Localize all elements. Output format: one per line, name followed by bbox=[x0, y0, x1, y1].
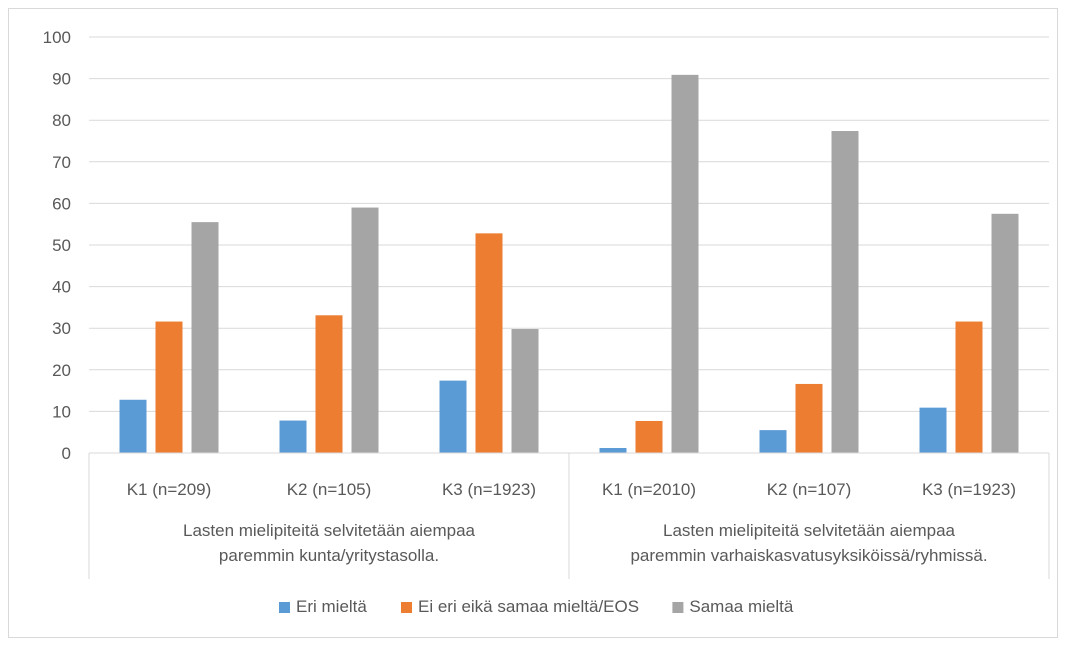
x-tick-label-3: K1 (n=2010) bbox=[602, 480, 696, 499]
bar-s0-c1 bbox=[279, 420, 307, 453]
group-label-1-line-1: paremmin varhaiskasvatusyksiköissä/ryhmi… bbox=[630, 546, 987, 565]
chart-frame: 0 10 20 30 40 50 60 70 80 90 100 K1 (n=209) K2 (n=10… bbox=[8, 8, 1058, 638]
group-label-1-line-0: Lasten mielipiteitä selvitetään aiempaa bbox=[663, 521, 956, 540]
y-tick-label-60: 60 bbox=[52, 194, 71, 213]
legend-label-1: Ei eri eikä samaa mieltä/EOS bbox=[418, 597, 639, 616]
bar-s2-c1 bbox=[351, 207, 379, 453]
bar-s2-c4 bbox=[831, 131, 859, 453]
x-tick-label-5: K3 (n=1923) bbox=[922, 480, 1016, 499]
y-tick-label-90: 90 bbox=[52, 70, 71, 89]
x-tick-label-2: K3 (n=1923) bbox=[442, 480, 536, 499]
bar-s2-c2 bbox=[511, 329, 539, 453]
bar-s0-c5 bbox=[919, 407, 947, 453]
bar-s2-c0 bbox=[191, 222, 219, 453]
y-tick-label-100: 100 bbox=[43, 28, 71, 47]
y-tick-label-0: 0 bbox=[62, 444, 71, 463]
bar-chart: 0 10 20 30 40 50 60 70 80 90 100 K1 (n=209) K2 (n=10… bbox=[43, 28, 1050, 616]
y-tick-label-20: 20 bbox=[52, 361, 71, 380]
y-tick-label-80: 80 bbox=[52, 111, 71, 130]
bar-s1-c1 bbox=[315, 315, 343, 453]
bar-s0-c2 bbox=[439, 380, 467, 453]
legend-swatch-0 bbox=[279, 602, 290, 613]
legend-swatch-2 bbox=[672, 602, 684, 613]
bar-s0-c4 bbox=[759, 430, 787, 453]
x-tick-label-0: K1 (n=209) bbox=[127, 480, 212, 499]
bar-s0-c3 bbox=[599, 448, 627, 453]
bar-s1-c2 bbox=[475, 233, 503, 453]
bar-s1-c3 bbox=[635, 420, 663, 453]
y-tick-label-10: 10 bbox=[52, 402, 71, 421]
legend-label-0: Eri mieltä bbox=[296, 597, 367, 616]
y-tick-label-30: 30 bbox=[52, 319, 71, 338]
bar-s1-c0 bbox=[155, 321, 183, 453]
bar-s0-c0 bbox=[119, 399, 147, 453]
x-tick-label-1: K2 (n=105) bbox=[287, 480, 372, 499]
group-label-0-line-1: paremmin kunta/yritystasolla. bbox=[219, 546, 439, 565]
legend-label-2: Samaa mieltä bbox=[689, 597, 793, 616]
legend-swatch-1 bbox=[401, 602, 412, 613]
bar-s1-c4 bbox=[795, 383, 823, 453]
x-tick-label-4: K2 (n=107) bbox=[767, 480, 852, 499]
bar-s2-c3 bbox=[671, 74, 699, 453]
bar-s1-c5 bbox=[955, 321, 983, 453]
group-label-0-line-0: Lasten mielipiteitä selvitetään aiempaa bbox=[183, 521, 476, 540]
bar-s2-c5 bbox=[991, 213, 1019, 453]
y-tick-label-40: 40 bbox=[52, 278, 71, 297]
y-tick-label-50: 50 bbox=[52, 236, 71, 255]
y-tick-label-70: 70 bbox=[52, 153, 71, 172]
